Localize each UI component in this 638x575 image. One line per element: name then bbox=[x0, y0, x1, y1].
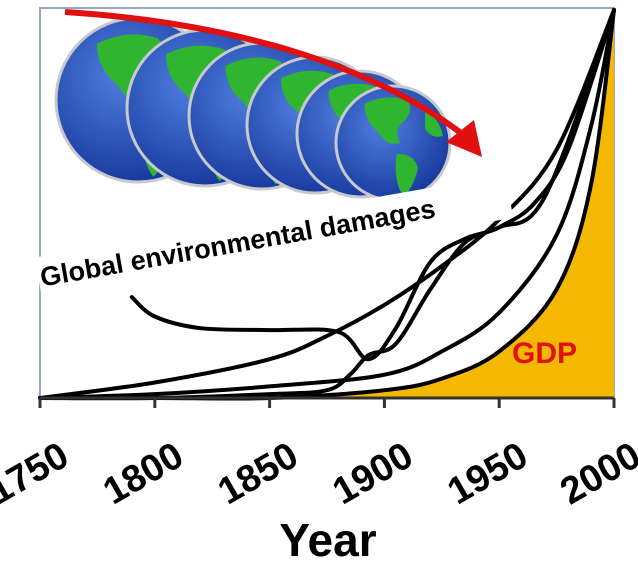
globe-icon bbox=[334, 84, 452, 202]
series-line-3 bbox=[38, 8, 616, 400]
series-line-2 bbox=[38, 8, 616, 400]
x-tick-label-1800: 1800 bbox=[96, 434, 190, 513]
x-axis-title: Year bbox=[279, 514, 376, 566]
x-tick-label-1850: 1850 bbox=[211, 434, 305, 513]
x-tick-labels: 1750 1800 1850 1900 1950 2000 bbox=[0, 434, 638, 513]
banner-background bbox=[34, 174, 514, 301]
declining-arrow-icon bbox=[64, 9, 472, 143]
gdp-area bbox=[40, 10, 614, 399]
series-line-4 bbox=[38, 8, 616, 401]
x-tick-label-1950: 1950 bbox=[441, 434, 535, 513]
gdp-area-label: GDP bbox=[512, 337, 577, 370]
globe-group bbox=[54, 16, 452, 202]
x-axis-ticks bbox=[38, 398, 616, 408]
x-tick-label-1900: 1900 bbox=[326, 434, 420, 513]
series-line-5 bbox=[129, 8, 616, 362]
series-lines bbox=[38, 8, 616, 401]
x-tick-label-1750: 1750 bbox=[0, 434, 76, 513]
x-tick-label-2000: 2000 bbox=[554, 434, 638, 513]
declining-arrow-head-icon bbox=[446, 120, 482, 157]
